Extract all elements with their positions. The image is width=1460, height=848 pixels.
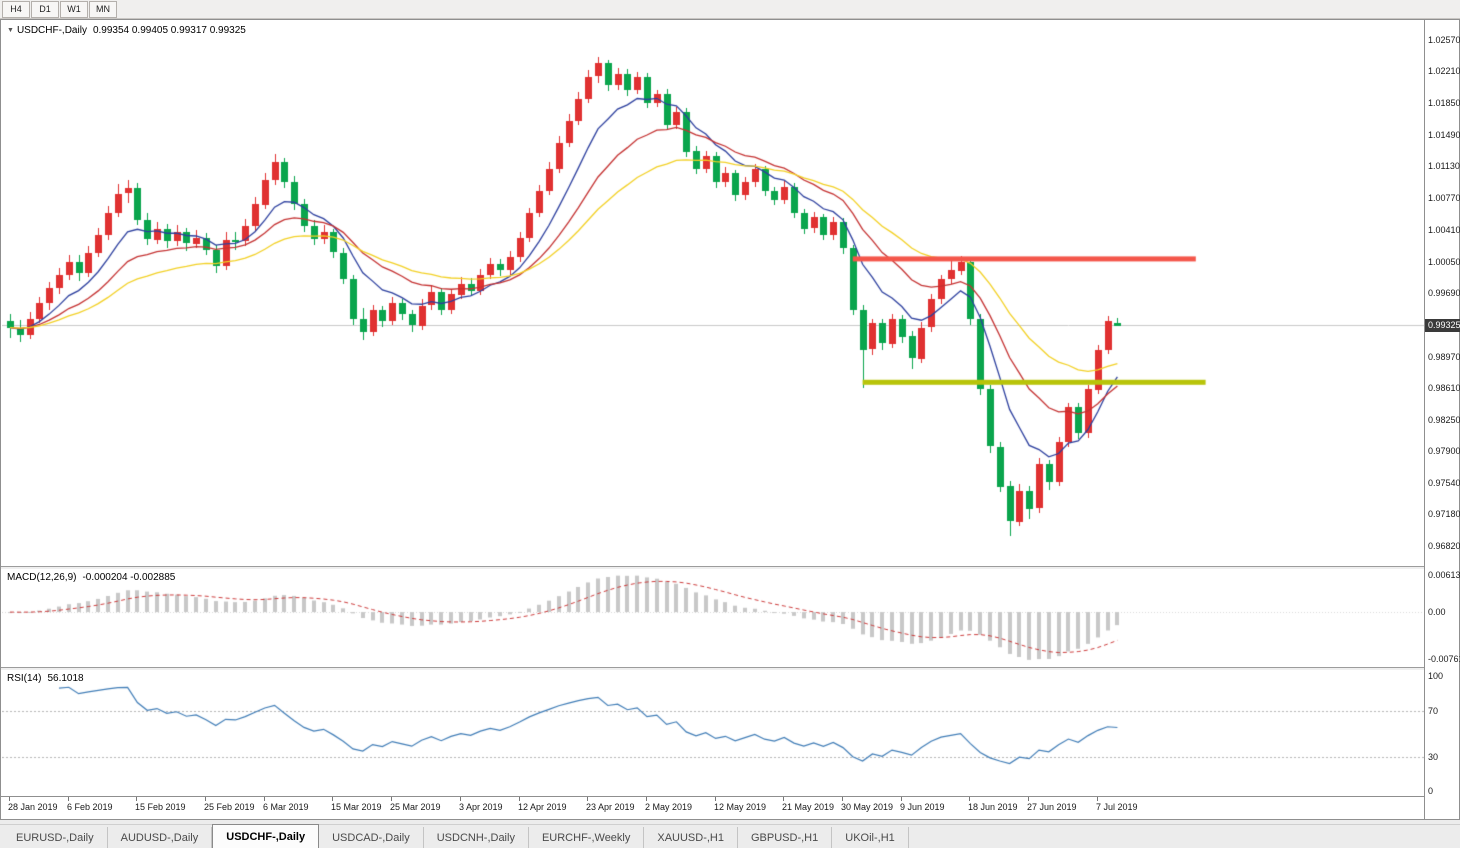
time-axis-label: 27 Jun 2019 [1027,802,1077,812]
time-axis-label: 2 May 2019 [645,802,693,812]
time-axis-label: 12 May 2019 [714,802,767,812]
timeframe-button-w1[interactable]: W1 [60,0,88,18]
tab-audusd-daily[interactable]: AUDUSD-,Daily [108,827,213,848]
chart-window: ▼ USDCHF-,Daily 0.99354 0.99405 0.99317 0.… [0,19,1460,820]
time-tick [646,797,647,801]
time-axis: 28 Jan 2019 6 Feb 2019 15 Feb 2019 25 Feb 2… [1,796,1424,819]
price-tick-label: 1.01490 [1428,129,1460,140]
chart-ohlc-values: 0.99354 0.99405 0.99317 0.99325 [92,25,246,36]
time-tick [205,797,206,801]
panel-splitter[interactable] [1,566,1459,569]
price-scale-ticks: 1.02570 1.02210 1.01850 1.01490 1.01130 1.007… [1425,21,1460,566]
time-axis-label: 15 Mar 2019 [331,802,382,812]
price-tick-label: 0.98250 [1428,415,1460,426]
tab-xauusd-h1[interactable]: XAUUSD-,H1 [644,827,738,848]
time-tick [901,797,902,801]
symbol-tab-bar: EURUSD-,Daily AUDUSD-,Daily USDCHF-,Daily U… [0,824,1460,848]
time-tick [783,797,784,801]
rsi-tick-label: 0 [1428,786,1434,796]
time-tick [587,797,588,801]
timeframe-button-mn[interactable]: MN [89,0,117,18]
time-tick [9,797,10,801]
macd-tick-label: 0.00 [1428,607,1446,618]
time-axis-label: 28 Jan 2019 [8,802,58,812]
price-tick-label: 0.97180 [1428,509,1460,520]
rsi-label: RSI(14) 56.1018 [7,673,84,684]
price-tick-label: 1.02570 [1428,34,1460,45]
price-tick-label: 0.96820 [1428,541,1460,552]
time-tick [519,797,520,801]
timeframe-toolbar: H4 D1 W1 MN [0,0,1460,19]
time-tick [1028,797,1029,801]
collapse-arrow-icon[interactable]: ▼ [7,27,14,34]
tab-ukoil-h1[interactable]: UKOil-,H1 [832,827,909,848]
macd-indicator-canvas[interactable] [2,569,1424,667]
time-axis-label: 25 Feb 2019 [204,802,255,812]
time-tick [715,797,716,801]
time-tick [136,797,137,801]
rsi-value: 56.1018 [47,673,84,684]
time-axis-label: 6 Mar 2019 [263,802,309,812]
rsi-tick-label: 70 [1428,705,1439,716]
time-tick [391,797,392,801]
time-tick [842,797,843,801]
price-tick-label: 1.00050 [1428,256,1460,267]
macd-label: MACD(12,26,9) -0.000204 -0.002885 [7,572,175,583]
price-tick-label: 0.97540 [1428,477,1460,488]
price-tick-label: 0.98610 [1428,383,1460,394]
rsi-tick-label: 30 [1428,751,1439,762]
tab-eurusd-daily[interactable]: EURUSD-,Daily [3,827,108,848]
price-scale: 1.02570 1.02210 1.01850 1.01490 1.01130 1.007… [1424,20,1460,819]
time-tick [1097,797,1098,801]
time-axis-label: 6 Feb 2019 [67,802,113,812]
rsi-tick-label: 100 [1428,671,1444,681]
panel-splitter[interactable] [1,667,1459,670]
price-tick-label: 1.01850 [1428,97,1460,108]
rsi-indicator-canvas[interactable] [2,670,1424,796]
macd-tick-label: 0.00613 [1428,569,1460,580]
price-tick-label: 1.01130 [1428,161,1460,172]
tab-usdcnh-daily[interactable]: USDCNH-,Daily [424,827,529,848]
price-tick-label: 0.98970 [1428,351,1460,362]
time-tick [264,797,265,801]
tab-usdchf-daily[interactable]: USDCHF-,Daily [212,824,320,848]
time-axis-label: 3 Apr 2019 [459,802,503,812]
timeframe-button-h4[interactable]: H4 [2,0,30,18]
macd-tick-label: -0.00761 [1428,653,1460,664]
time-axis-label: 15 Feb 2019 [135,802,186,812]
price-chart-canvas[interactable] [2,21,1424,566]
tab-gbpusd-h1[interactable]: GBPUSD-,H1 [738,827,833,848]
time-axis-label: 12 Apr 2019 [518,802,567,812]
time-axis-label: 21 May 2019 [782,802,835,812]
chart-symbol-label: USDCHF-,Daily [16,25,87,36]
time-axis-label: 25 Mar 2019 [390,802,441,812]
time-tick [969,797,970,801]
time-tick [68,797,69,801]
macd-name: MACD(12,26,9) [7,572,77,583]
macd-values: -0.000204 -0.002885 [82,572,176,583]
tab-eurchf-weekly[interactable]: EURCHF-,Weekly [529,827,645,848]
time-axis-label: 7 Jul 2019 [1096,802,1138,812]
price-tick-label: 0.99690 [1428,288,1460,299]
price-tick-label: 0.97900 [1428,446,1460,456]
time-axis-label: 9 Jun 2019 [900,802,945,812]
rsi-name: RSI(14) [7,673,42,684]
current-price-badge: 0.99325 [1425,319,1460,333]
time-axis-label: 23 Apr 2019 [586,802,635,812]
macd-scale-ticks: 0.00613 0.00 -0.00761 [1425,569,1460,667]
timeframe-button-d1[interactable]: D1 [31,0,59,18]
price-tick-label: 1.00410 [1428,224,1460,235]
time-tick [460,797,461,801]
time-axis-label: 30 May 2019 [841,802,894,812]
rsi-scale-ticks: 100 70 30 0 [1425,670,1460,796]
price-tick-label: 1.02210 [1428,66,1460,77]
chart-title: ▼ USDCHF-,Daily 0.99354 0.99405 0.99317 0.… [7,25,246,36]
time-axis-label: 18 Jun 2019 [968,802,1018,812]
tab-usdcad-daily[interactable]: USDCAD-,Daily [319,827,424,848]
time-tick [332,797,333,801]
price-tick-label: 1.00770 [1428,193,1460,204]
